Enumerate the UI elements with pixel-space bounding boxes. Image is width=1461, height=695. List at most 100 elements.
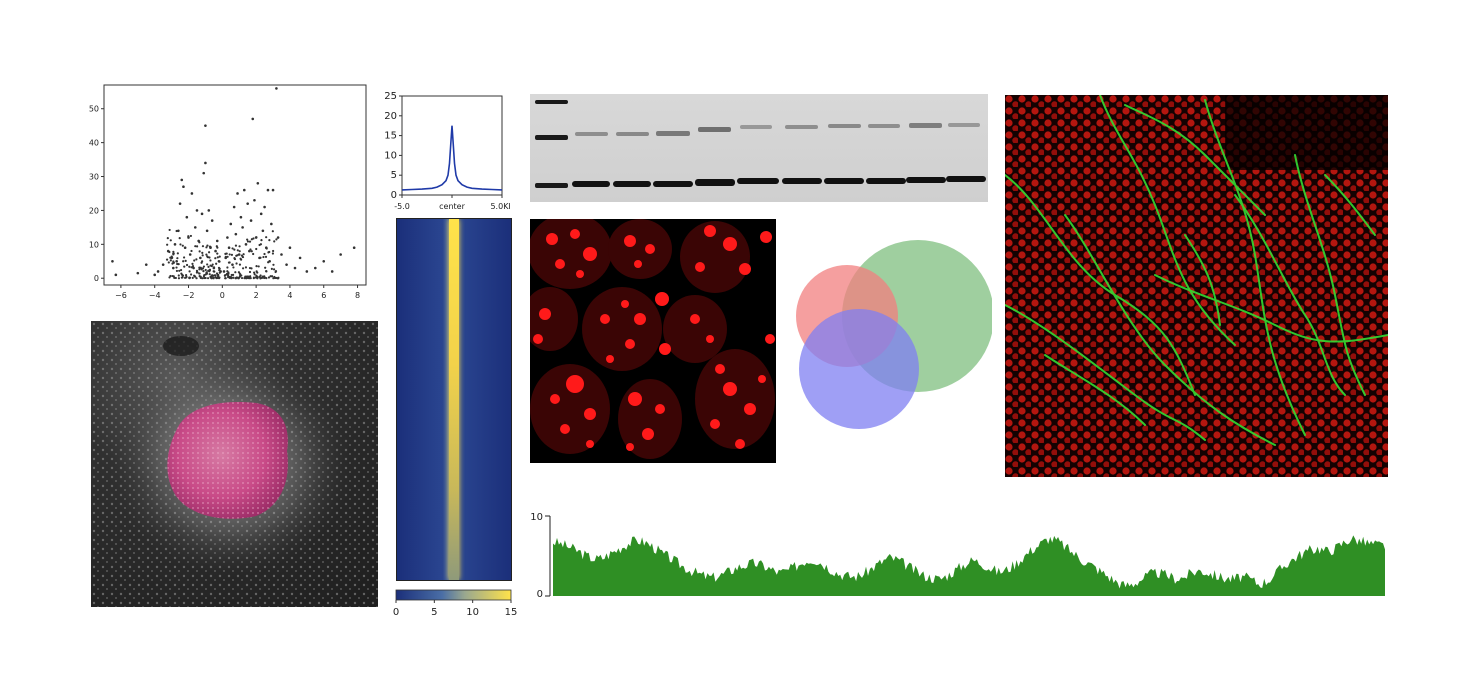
colorbar-ticks: 0 5 10 15 (393, 600, 517, 618)
scatter-point (175, 269, 179, 273)
scatter-point (253, 271, 256, 274)
scatter-point (271, 252, 275, 255)
ladder-bands (535, 100, 568, 188)
scatter-point (185, 275, 188, 278)
scatter-point (111, 259, 114, 263)
scatter-point (182, 260, 185, 263)
scatter-point (262, 255, 265, 259)
scatter-point (232, 273, 235, 276)
scatter-point (298, 256, 302, 260)
scatter-point (180, 178, 184, 182)
scatter-point (246, 238, 249, 241)
scatter-point (238, 245, 241, 248)
scatter-point (175, 259, 178, 263)
scatter-point (255, 270, 258, 273)
scatter-point (195, 258, 198, 261)
scatter-x-tick-label: 8 (355, 291, 360, 300)
scatter-point (255, 265, 258, 268)
scatter-point (184, 274, 188, 277)
scatter-point (229, 222, 233, 226)
scatter-point (194, 245, 197, 248)
scatter-point (250, 250, 253, 253)
scatter-point (236, 249, 239, 252)
coverage-y-axis (545, 515, 551, 597)
scatter-point (209, 246, 212, 249)
scatter-point (172, 260, 175, 263)
scatter-point (167, 261, 170, 264)
scatter-point (209, 259, 212, 262)
scatter-point (198, 268, 201, 271)
scatter-point (259, 256, 262, 259)
western-blot-drawing (535, 100, 986, 188)
scatter-point (248, 270, 252, 274)
scatter-point (249, 219, 253, 222)
profile-line (401, 125, 503, 191)
scatter-point (240, 258, 243, 261)
scatter-point (189, 234, 193, 238)
scatter-point (238, 250, 241, 253)
scatter-point (171, 262, 174, 265)
scatter-point (185, 263, 189, 267)
scatter-point (204, 161, 207, 165)
scatter-point (210, 219, 214, 222)
scatter-point (224, 252, 227, 255)
scatter-point (205, 253, 208, 256)
scatter-point (198, 241, 201, 244)
scatter-point (183, 256, 186, 259)
scatter-point (205, 229, 209, 233)
scatter-point (322, 259, 326, 263)
scatter-point (288, 246, 292, 250)
scatter-point (206, 263, 209, 266)
scatter-point (215, 239, 219, 243)
scatter-point (173, 243, 177, 246)
scatter-point (206, 277, 210, 280)
profile-plot-area (401, 95, 503, 196)
scatter-point (245, 277, 248, 280)
red-nuclei-fluorescence-image (530, 219, 776, 463)
scatter-point (280, 253, 283, 256)
scatter-point (189, 273, 193, 276)
scatter-point (207, 209, 211, 212)
scatter-point (178, 269, 181, 272)
scatter-point (211, 274, 214, 277)
scatter-point (176, 257, 179, 260)
profile-line-plot: 0 5 10 15 20 25 -5.0 center 5.0Kb (384, 91, 510, 211)
scatter-point (205, 246, 208, 249)
scatter-point (255, 236, 258, 239)
scatter-point (253, 273, 256, 276)
neuron-fluorescence-image (1005, 95, 1388, 477)
scatter-point (169, 239, 172, 242)
scatter-x-tick-label: −4 (149, 291, 161, 300)
scatter-x-ticks: −6 −4 −2 0 2 4 6 8 (115, 285, 360, 300)
scatter-point (181, 276, 184, 279)
scatter-point (218, 267, 221, 270)
profile-x-tick-label: -5.0 (394, 202, 410, 211)
scatter-point (218, 276, 221, 279)
scatter-point (264, 255, 268, 258)
scatter-point (208, 268, 211, 272)
scatter-point (239, 274, 242, 277)
scatter-point (156, 270, 160, 273)
scatter-x-tick-label: −2 (183, 291, 195, 300)
scatter-point (198, 272, 201, 275)
coverage-y-tick-label: 10 (530, 512, 543, 523)
scatter-point (274, 270, 278, 273)
scatter-point (234, 232, 238, 236)
scatter-point (214, 276, 217, 279)
scatter-point (168, 250, 171, 254)
heatmap-center-band (449, 219, 459, 580)
scatter-point (232, 266, 235, 269)
scatter-point (179, 243, 182, 246)
scatter-point (233, 257, 236, 260)
scatter-point (176, 262, 179, 266)
scatter-point (227, 261, 231, 264)
profile-x-tick-label: 5.0Kb (490, 202, 510, 211)
scatter-x-tick-label: 4 (287, 291, 292, 300)
scatter-point (177, 229, 180, 233)
scatter-point (181, 274, 185, 277)
scatter-plot-area (103, 84, 367, 286)
scatter-point (248, 249, 251, 253)
scatter-point (272, 268, 276, 271)
scatter-point (178, 202, 182, 205)
scatter-point (188, 265, 191, 268)
